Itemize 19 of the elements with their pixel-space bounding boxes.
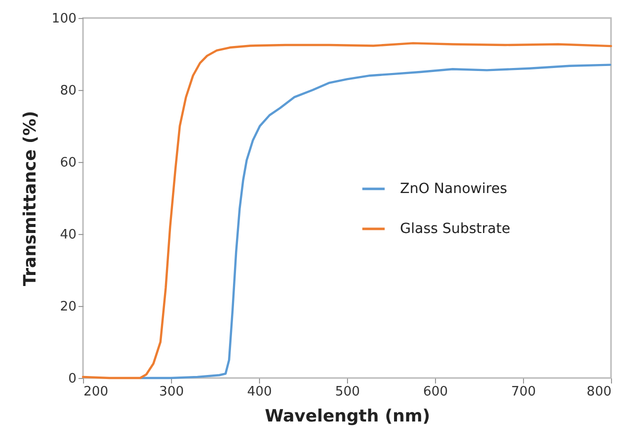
x-tick-label: 400 <box>247 384 272 400</box>
x-axis-title: Wavelength (nm) <box>264 406 430 426</box>
legend-label: Glass Substrate <box>400 220 510 237</box>
y-tick-label: 60 <box>60 156 76 170</box>
line-series <box>82 42 612 380</box>
x-tick-label: 200 <box>84 384 108 400</box>
x-tick-label: 600 <box>423 384 448 400</box>
x-tick-label: 700 <box>511 384 536 400</box>
line-series <box>139 64 612 380</box>
y-tick-label: 40 <box>60 228 76 242</box>
legend-label: ZnO Nanowires <box>400 180 508 197</box>
y-tick-label: 20 <box>60 300 76 314</box>
x-tick-label: 800 <box>586 384 612 400</box>
y-axis-title: Transmittance (%) <box>20 110 41 286</box>
y-tick-label: 100 <box>52 12 76 26</box>
x-tick-label: 300 <box>159 384 184 400</box>
x-tick-label: 500 <box>335 384 360 400</box>
y-tick-label: 80 <box>60 84 76 98</box>
y-tick-label: 0 <box>68 372 76 386</box>
